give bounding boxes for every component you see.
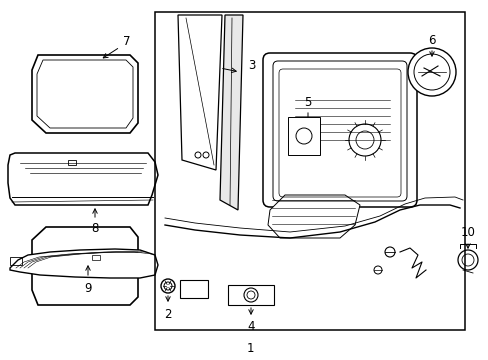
Text: 3: 3 (248, 59, 255, 72)
Text: 5: 5 (304, 95, 311, 108)
Circle shape (195, 152, 201, 158)
Circle shape (203, 152, 208, 158)
Text: 6: 6 (427, 33, 435, 46)
Text: 7: 7 (123, 35, 130, 48)
Bar (92, 255, 100, 260)
Circle shape (161, 279, 175, 293)
Text: 2: 2 (164, 307, 171, 320)
Text: 8: 8 (91, 221, 99, 234)
Bar (227, 285, 273, 305)
Polygon shape (32, 227, 138, 305)
Text: 10: 10 (460, 226, 474, 239)
Circle shape (246, 291, 254, 299)
Bar (180, 280, 207, 298)
Text: 9: 9 (84, 282, 92, 294)
Text: 1: 1 (246, 342, 253, 356)
Circle shape (373, 266, 381, 274)
Bar (68, 160, 76, 165)
Bar (10, 257, 22, 265)
Circle shape (244, 288, 258, 302)
Bar (287, 117, 319, 155)
Text: 4: 4 (247, 320, 254, 333)
Polygon shape (267, 195, 359, 238)
Polygon shape (8, 153, 158, 205)
Circle shape (407, 48, 455, 96)
Bar (155, 12, 464, 330)
Polygon shape (32, 55, 138, 133)
Circle shape (457, 250, 477, 270)
Polygon shape (178, 15, 222, 170)
FancyBboxPatch shape (263, 53, 416, 207)
Polygon shape (220, 15, 243, 210)
Circle shape (384, 247, 394, 257)
Circle shape (163, 282, 172, 290)
Polygon shape (10, 249, 158, 278)
